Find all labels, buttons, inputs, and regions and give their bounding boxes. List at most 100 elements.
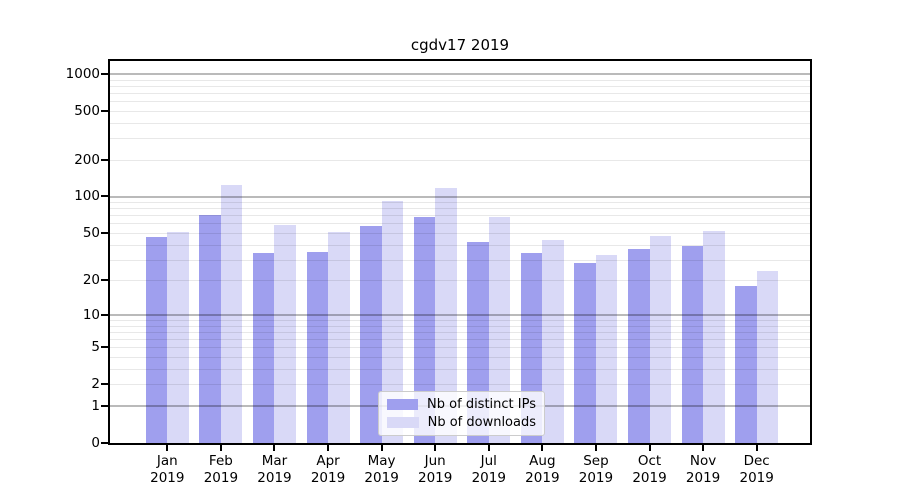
x-tick-year: 2019 — [418, 470, 453, 486]
x-tick-mark — [380, 443, 383, 451]
x-tick-year: 2019 — [150, 470, 185, 486]
minor-gridline — [110, 280, 810, 282]
x-tick-year: 2019 — [739, 470, 774, 486]
x-tick-year: 2019 — [578, 470, 614, 486]
x-tick-year: 2019 — [632, 470, 667, 486]
minor-gridline — [110, 331, 810, 333]
x-tick-mark — [166, 443, 169, 451]
legend-swatch-distinct-ips-icon — [387, 399, 419, 410]
bar-distinct-ips-jun — [413, 216, 436, 443]
y-tick-label: 1000 — [65, 65, 100, 82]
y-tick-mark — [101, 404, 109, 407]
x-tick-year: 2019 — [364, 470, 399, 486]
bar-downloads-apr — [328, 231, 350, 443]
y-tick-mark — [101, 313, 109, 316]
y-tick-mark — [101, 346, 109, 349]
x-tick-year: 2019 — [310, 470, 346, 486]
x-tick-year: 2019 — [203, 470, 239, 486]
y-tick-label: 200 — [74, 151, 100, 168]
bar-distinct-ips-may — [360, 226, 382, 443]
y-tick-label: 2 — [91, 376, 100, 393]
x-tick-mark — [648, 443, 651, 451]
x-tick-label-nov: Nov 2019 — [671, 453, 735, 487]
y-tick-label: 5 — [91, 339, 100, 356]
x-tick-label-mar: Mar 2019 — [242, 453, 306, 487]
y-tick-label: 20 — [82, 272, 100, 289]
major-gridline — [110, 72, 810, 75]
bar-distinct-ips-oct — [628, 248, 650, 443]
x-tick-label-feb: Feb 2019 — [189, 453, 253, 487]
legend-swatch-downloads-icon — [387, 417, 419, 428]
x-tick-label-jul: Jul 2019 — [457, 453, 521, 487]
legend: Nb of distinct IPs Nb of downloads — [378, 391, 545, 436]
legend-label-distinct-ips: Nb of distinct IPs — [427, 397, 536, 412]
x-tick-year: 2019 — [257, 470, 292, 486]
y-tick-mark — [101, 231, 109, 234]
major-gridline — [110, 313, 810, 316]
major-gridline — [110, 195, 810, 198]
legend-item-downloads: Nb of downloads — [387, 415, 536, 430]
y-tick-label: 50 — [82, 224, 100, 241]
x-tick-year: 2019 — [525, 470, 560, 486]
y-tick-label: 100 — [74, 188, 100, 205]
x-tick-mark — [594, 443, 597, 451]
x-tick-mark — [541, 443, 544, 451]
minor-gridline — [110, 259, 810, 261]
minor-gridline — [110, 325, 810, 327]
x-tick-mark — [702, 443, 705, 451]
bar-downloads-mar — [274, 225, 296, 443]
x-tick-mark — [434, 443, 437, 451]
minor-gridline — [110, 339, 810, 341]
y-tick-mark — [101, 158, 109, 161]
x-tick-mark — [219, 443, 222, 451]
bar-downloads-dec — [756, 271, 779, 443]
minor-gridline — [110, 215, 810, 217]
chart-title: cgdv17 2019 — [410, 36, 510, 54]
minor-gridline — [110, 159, 810, 161]
y-tick-label: 10 — [82, 306, 100, 323]
minor-gridline — [110, 223, 810, 225]
bar-downloads-oct — [649, 236, 672, 443]
x-tick-label-may: May 2019 — [350, 453, 414, 487]
y-tick-mark — [101, 195, 109, 198]
minor-gridline — [110, 357, 810, 358]
minor-gridline — [110, 368, 810, 370]
x-tick-label-apr: Apr 2019 — [296, 453, 360, 487]
bar-downloads-jun — [435, 188, 457, 443]
minor-gridline — [110, 244, 810, 246]
minor-gridline — [110, 384, 810, 386]
minor-gridline — [110, 138, 810, 140]
minor-gridline — [110, 101, 810, 103]
y-tick-mark — [101, 383, 109, 386]
bar-downloads-may — [381, 200, 404, 443]
y-tick-label: 1 — [91, 397, 100, 414]
bar-distinct-ips-mar — [252, 253, 275, 443]
minor-gridline — [110, 208, 810, 210]
x-tick-mark — [755, 443, 758, 451]
y-tick-mark — [101, 279, 109, 282]
minor-gridline — [110, 85, 810, 87]
y-tick-label: 0 — [91, 435, 100, 451]
bar-downloads-feb — [220, 185, 243, 443]
bar-distinct-ips-nov — [681, 245, 704, 443]
x-tick-year: 2019 — [471, 470, 506, 486]
bar-distinct-ips-sep — [574, 263, 596, 443]
x-tick-label-jun: Jun 2019 — [403, 453, 467, 487]
minor-gridline — [110, 233, 810, 234]
bar-downloads-sep — [595, 254, 618, 443]
x-tick-mark — [273, 443, 276, 451]
bar-distinct-ips-feb — [199, 215, 221, 443]
x-tick-year: 2019 — [685, 470, 721, 486]
bar-downloads-jan — [167, 231, 189, 443]
legend-item-distinct-ips: Nb of distinct IPs — [387, 397, 536, 412]
minor-gridline — [110, 79, 810, 81]
bar-downloads-aug — [542, 239, 564, 443]
y-tick-mark — [101, 72, 109, 75]
y-tick-label: 500 — [74, 102, 100, 119]
minor-gridline — [110, 122, 810, 124]
x-tick-label-jan: Jan 2019 — [135, 453, 199, 487]
bar-distinct-ips-jan — [145, 237, 168, 443]
bar-distinct-ips-apr — [306, 251, 329, 443]
x-tick-label-aug: Aug 2019 — [510, 453, 574, 487]
